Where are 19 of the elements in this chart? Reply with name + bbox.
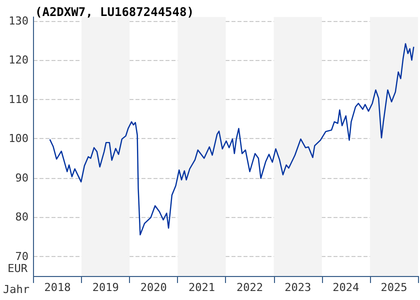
y-tick-label: 120 bbox=[8, 54, 28, 67]
x-tick-label: 2021 bbox=[188, 281, 215, 294]
x-tick-label: 2023 bbox=[284, 281, 312, 294]
y-tick-label: 90 bbox=[15, 171, 28, 184]
x-tick-label: 2024 bbox=[332, 281, 360, 294]
x-tick-label: 2018 bbox=[44, 281, 71, 294]
chart-title: (A2DXW7, LU1687244548) bbox=[35, 5, 194, 19]
x-axis-title: Jahr bbox=[2, 283, 30, 296]
y-tick-label: 70 bbox=[15, 250, 28, 263]
x-tick-label: 2022 bbox=[236, 281, 264, 294]
x-tick-label: 2020 bbox=[140, 281, 167, 294]
y-axis-title: EUR bbox=[8, 262, 28, 275]
y-tick-label: 130 bbox=[8, 14, 28, 28]
y-tick-label: 100 bbox=[8, 132, 28, 146]
x-tick-label: 2025 bbox=[380, 281, 408, 294]
line-series bbox=[49, 43, 414, 236]
x-tick-label: 2019 bbox=[92, 281, 119, 294]
y-tick-label: 80 bbox=[15, 210, 28, 224]
y-tick-label: 110 bbox=[8, 92, 28, 106]
